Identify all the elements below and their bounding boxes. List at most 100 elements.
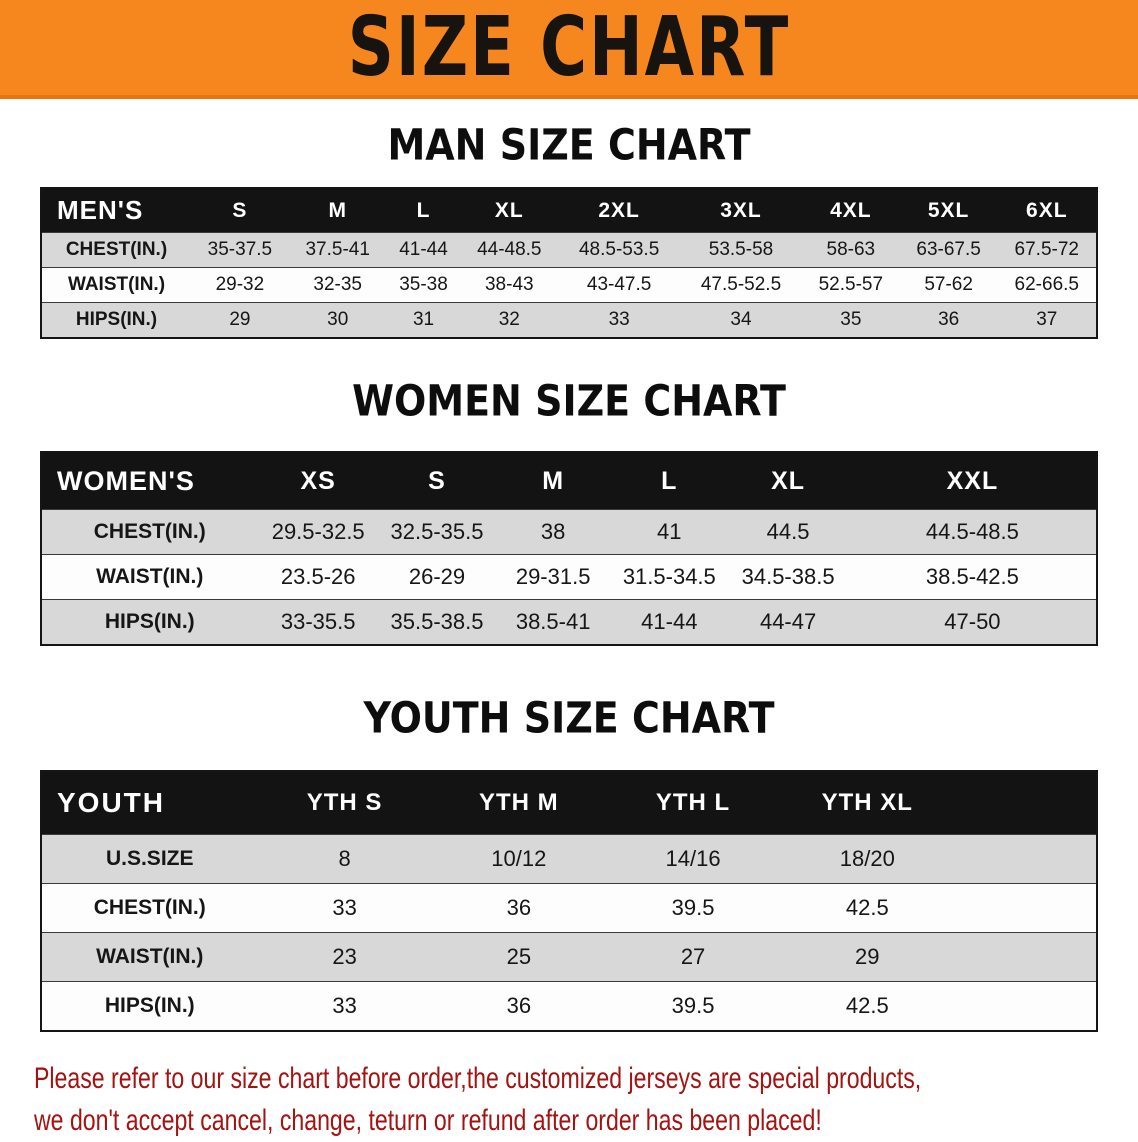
men-section-heading: MAN SIZE CHART: [387, 120, 751, 170]
cell: 30: [327, 309, 349, 330]
women-header-row: WOMEN'S XS S M L XL XXL: [41, 452, 1097, 510]
cell: 53.5-58: [708, 239, 774, 260]
cell: 52.5-57: [818, 274, 884, 295]
cell: 33: [608, 309, 630, 330]
cell: 10/12: [491, 846, 547, 871]
size-column-header: XS: [300, 466, 336, 495]
size-column-header: XXL: [946, 466, 999, 495]
table-row: U.S.SIZE 8 10/12 14/16 18/20: [41, 834, 1097, 884]
cell: 32.5-35.5: [390, 519, 484, 544]
cell: 26-29: [408, 564, 466, 589]
table-row: HIPS(IN.) 33-35.5 35.5-38.5 38.5-41 41-4…: [41, 599, 1097, 645]
cell: 34.5-38.5: [741, 564, 835, 589]
cell: 47.5-52.5: [700, 274, 782, 295]
disclaimer-line1: Please refer to our size chart before or…: [34, 1062, 922, 1095]
youth-header-row: YOUTH YTH S YTH M YTH L YTH XL: [41, 771, 1097, 835]
cell: 29: [229, 309, 251, 330]
size-column-header: M: [328, 198, 347, 222]
women-section-heading: WOMEN SIZE CHART: [352, 376, 786, 426]
size-column-header: XL: [494, 198, 524, 222]
cell: 23.5-26: [280, 564, 356, 589]
cell: 63-67.5: [916, 239, 981, 260]
size-column-header: L: [661, 466, 678, 495]
spacer-cell: [954, 884, 1097, 933]
men-table-label: MEN'S: [57, 195, 144, 225]
spacer-cell: [954, 982, 1097, 1032]
cell: 42.5: [845, 895, 889, 920]
cell: 14/16: [665, 846, 721, 871]
cell: 18/20: [839, 846, 895, 871]
size-column-header: 4XL: [830, 198, 872, 222]
youth-section-heading: YOUTH SIZE CHART: [363, 693, 775, 743]
cell: 67.5-72: [1014, 239, 1079, 260]
cell: 48.5-53.5: [578, 239, 660, 260]
size-column-header: S: [428, 466, 446, 495]
size-column-header: 2XL: [598, 198, 640, 222]
spacer-cell: [954, 933, 1097, 982]
cell: 36: [506, 895, 532, 920]
cell: 27: [680, 944, 706, 969]
disclaimer-line2: we don't accept cancel, change, teturn o…: [34, 1104, 822, 1137]
table-row: CHEST(IN.) 33 36 39.5 42.5: [41, 883, 1097, 933]
cell: 43-47.5: [586, 274, 652, 295]
size-column-header: L: [416, 198, 431, 222]
spacer-cell: [954, 835, 1097, 884]
row-label: CHEST(IN.): [65, 239, 168, 260]
size-column-header: XL: [771, 466, 806, 495]
women-size-table: WOMEN'S XS S M L XL XXL CHEST(IN.) 29.5-…: [40, 451, 1098, 646]
cell: 37: [1036, 309, 1058, 330]
cell: 41-44: [399, 239, 448, 260]
cell: 38.5-41: [515, 609, 591, 634]
youth-table-label: YOUTH: [57, 787, 165, 818]
cell: 44-48.5: [477, 239, 542, 260]
cell: 35.5-38.5: [390, 609, 484, 634]
row-label: HIPS(IN.): [75, 309, 158, 330]
cell: 39.5: [671, 993, 715, 1018]
cell: 23: [332, 944, 357, 969]
size-column-header: M: [542, 466, 565, 495]
cell: 29: [855, 944, 880, 969]
cell: 57-62: [924, 274, 973, 295]
banner: SIZE CHART: [0, 0, 1138, 99]
cell: 29-32: [215, 274, 265, 295]
cell: 33: [332, 895, 357, 920]
cell: 38.5-42.5: [925, 564, 1019, 589]
row-label: WAIST(IN.): [96, 945, 204, 968]
cell: 36: [938, 309, 960, 330]
disclaimer: Please refer to our size chart before or…: [34, 1058, 1127, 1142]
size-column-header: YTH L: [655, 789, 731, 816]
women-table-label: WOMEN'S: [57, 465, 195, 496]
table-row: WAIST(IN.) 29-32 32-35 35-38 38-43 43-47…: [41, 267, 1097, 303]
cell: 62-66.5: [1014, 274, 1079, 295]
size-column-header: 6XL: [1026, 198, 1068, 222]
row-label: U.S.SIZE: [105, 847, 194, 870]
cell: 29-31.5: [515, 564, 591, 589]
cell: 42.5: [845, 993, 889, 1018]
cell: 32-35: [313, 274, 363, 295]
size-column-header: YTH XL: [821, 789, 913, 816]
cell: 41-44: [641, 609, 698, 634]
spacer-cell: [954, 771, 1097, 835]
size-column-header: YTH S: [306, 789, 383, 816]
table-row: WAIST(IN.) 23 25 27 29: [41, 932, 1097, 982]
cell: 38-43: [484, 274, 534, 295]
table-row: HIPS(IN.) 29 30 31 32 33 34 35 36 37: [41, 302, 1097, 338]
table-row: WAIST(IN.) 23.5-26 26-29 29-31.5 31.5-34…: [41, 554, 1097, 600]
cell: 35-38: [399, 274, 448, 295]
cell: 44.5-48.5: [925, 519, 1019, 544]
table-row: CHEST(IN.) 35-37.5 37.5-41 41-44 44-48.5…: [41, 232, 1097, 268]
table-row: CHEST(IN.) 29.5-32.5 32.5-35.5 38 41 44.…: [41, 509, 1097, 555]
cell: 35: [840, 309, 862, 330]
row-label: HIPS(IN.): [104, 610, 195, 633]
cell: 39.5: [671, 895, 715, 920]
youth-size-table: YOUTH YTH S YTH M YTH L YTH XL U.S.SIZE …: [40, 770, 1098, 1032]
cell: 31.5-34.5: [622, 564, 716, 589]
row-label: CHEST(IN.): [93, 896, 206, 919]
cell: 8: [338, 846, 351, 871]
table-row: HIPS(IN.) 33 36 39.5 42.5: [41, 981, 1097, 1032]
cell: 33-35.5: [280, 609, 356, 634]
cell: 38: [540, 519, 566, 544]
row-label: CHEST(IN.): [93, 520, 206, 543]
cell: 32: [498, 309, 520, 330]
